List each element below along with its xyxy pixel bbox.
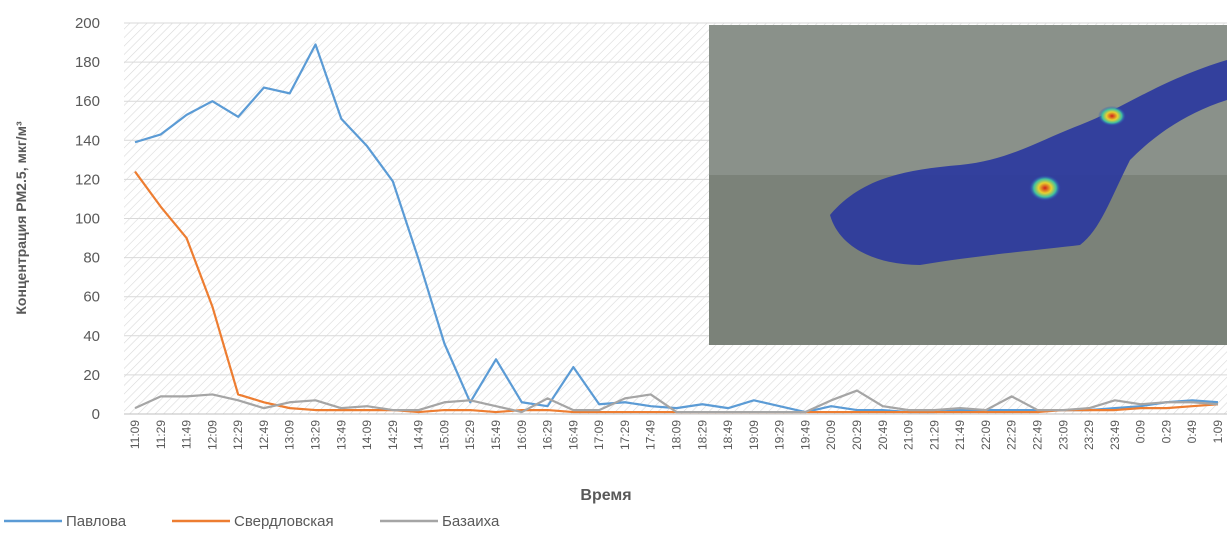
x-tick-label: 23:29 — [1082, 420, 1096, 450]
x-tick-label: 21:49 — [953, 420, 967, 450]
x-tick-label: 12:49 — [257, 420, 271, 450]
x-tick-label: 20:49 — [876, 420, 890, 450]
x-tick-label: 13:29 — [309, 420, 323, 450]
x-tick-label: 16:49 — [566, 420, 580, 450]
x-tick-label: 14:49 — [412, 420, 426, 450]
x-tick-label: 11:09 — [128, 420, 142, 449]
map-hotspot — [1098, 106, 1126, 126]
y-axis-title: Концентрация PM2.5, мкг/м³ — [13, 121, 29, 315]
x-tick-label: 18:29 — [695, 420, 709, 450]
y-tick-label: 120 — [75, 171, 100, 188]
x-tick-label: 12:29 — [231, 420, 245, 450]
y-tick-label: 140 — [75, 132, 100, 149]
x-tick-label: 15:29 — [463, 420, 477, 450]
legend: Павлова Свердловская Базаиха — [4, 513, 500, 529]
x-tick-label: 17:29 — [618, 420, 632, 450]
y-tick-label: 80 — [83, 250, 100, 267]
legend-label: Свердловская — [234, 513, 334, 529]
x-tick-label: 20:29 — [850, 420, 864, 450]
x-tick-label: 22:29 — [1005, 420, 1019, 450]
x-tick-label: 23:09 — [1056, 420, 1070, 450]
x-tick-label: 17:49 — [644, 420, 658, 450]
y-tick-label: 160 — [75, 93, 100, 110]
x-tick-label: 23:49 — [1108, 420, 1122, 450]
x-tick-label: 0:29 — [1159, 420, 1173, 444]
legend-label: Базаиха — [442, 513, 500, 529]
y-tick-label: 100 — [75, 211, 100, 228]
x-tick-label: 13:49 — [334, 420, 348, 450]
y-tick-label: 200 — [75, 15, 100, 32]
x-tick-label: 22:09 — [979, 420, 993, 450]
x-tick-label: 0:49 — [1185, 420, 1199, 444]
x-tick-label: 11:29 — [154, 420, 168, 449]
x-tick-label: 15:49 — [489, 420, 503, 450]
map-inset — [709, 25, 1227, 345]
x-tick-label: 0:09 — [1134, 420, 1148, 444]
x-tick-label: 14:29 — [386, 420, 400, 450]
x-tick-label: 16:29 — [541, 420, 555, 450]
x-tick-label: 14:09 — [360, 420, 374, 450]
x-tick-label: 1:09 — [1211, 420, 1225, 444]
x-tick-label: 21:29 — [927, 420, 941, 450]
chart: Концентрация PM2.5, мкг/м³ Время Павлова… — [0, 0, 1227, 529]
x-tick-label: 19:09 — [747, 420, 761, 450]
x-axis-title: Время — [580, 487, 631, 504]
map-hotspot — [1029, 175, 1061, 201]
y-tick-label: 60 — [83, 289, 100, 306]
x-tick-label: 16:09 — [515, 420, 529, 450]
x-tick-label: 15:09 — [437, 420, 451, 450]
x-tick-label: 18:09 — [670, 420, 684, 450]
y-tick-label: 0 — [92, 406, 100, 423]
x-tick-label: 18:49 — [721, 420, 735, 450]
x-tick-label: 19:29 — [773, 420, 787, 450]
x-tick-label: 17:09 — [592, 420, 606, 450]
x-tick-label: 11:49 — [180, 420, 194, 449]
x-tick-label: 20:09 — [824, 420, 838, 450]
x-tick-label: 12:09 — [205, 420, 219, 450]
x-tick-label: 19:49 — [798, 420, 812, 450]
y-tick-label: 40 — [83, 328, 100, 345]
legend-label: Павлова — [66, 513, 127, 529]
x-tick-label: 13:09 — [283, 420, 297, 450]
x-tick-label: 21:09 — [902, 420, 916, 450]
x-tick-label: 22:49 — [1031, 420, 1045, 450]
y-tick-label: 20 — [83, 367, 100, 384]
y-tick-label: 180 — [75, 54, 100, 71]
